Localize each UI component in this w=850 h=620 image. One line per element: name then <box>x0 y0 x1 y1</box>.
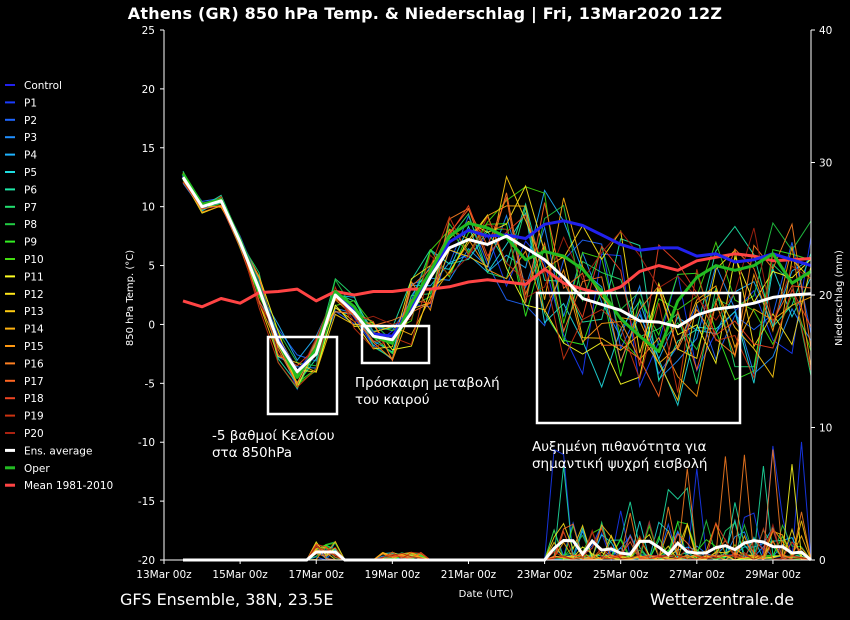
page-title: Athens (GR) 850 hPa Temp. & Niederschlag… <box>127 4 723 23</box>
legend-entry: P6 <box>24 184 37 196</box>
legend-entry: Mean 1981-2010 <box>24 480 113 492</box>
legend-entry: P10 <box>24 254 44 266</box>
tick-labels: 13Mar 00z 15Mar 00z 17Mar 00z 19Mar 00z 21Ma… <box>136 25 832 581</box>
main-series <box>181 172 812 379</box>
legend-entry: P1 <box>24 97 37 109</box>
legend-entry: P16 <box>24 358 44 370</box>
x-tick-label: 29Mar 00z <box>745 569 801 581</box>
legend-entry: P11 <box>24 271 44 283</box>
legend-entry: P4 <box>24 150 37 162</box>
x-tick-label: 13Mar 00z <box>136 569 192 581</box>
y-right-tick-label: 20 <box>819 290 832 302</box>
footer-source: Wetterzentrale.de <box>650 590 795 609</box>
y-tick-label: -20 <box>138 555 155 567</box>
legend-entry: P14 <box>24 324 44 336</box>
annotation-short-change-line2: του καιρού <box>355 392 430 408</box>
series-ens-average <box>181 176 812 374</box>
y-tick-label: 5 <box>148 261 155 273</box>
y-axis-title-left: 850 hPa Temp. (°C) <box>125 250 136 346</box>
x-tick-label: 25Mar 00z <box>593 569 649 581</box>
y-tick-label: -15 <box>138 496 155 508</box>
x-tick-label: 19Mar 00z <box>365 569 421 581</box>
legend-entry: P9 <box>24 237 37 249</box>
legend-entry: P20 <box>24 428 44 440</box>
annotation-short-change-line1: Πρόσκαιρη μεταβολή <box>355 375 500 391</box>
annotation-cold-outbreak-line1: Αυξημένη πιθανότητα για <box>532 439 707 455</box>
ensemble-members <box>182 170 812 407</box>
legend-entry: Oper <box>24 463 50 475</box>
member-precip-line <box>183 449 812 561</box>
legend-entry: P19 <box>24 411 44 423</box>
annotation-cold-minimum-line1: -5 βαθμοί Κελσίου <box>212 428 335 444</box>
legend-entry: P3 <box>24 132 37 144</box>
series-mean-1981-2010 <box>182 252 812 309</box>
x-tick-label: 15Mar 00z <box>212 569 268 581</box>
annotation-cold-outbreak-line2: σημαντική ψυχρή εισβολή <box>532 456 707 472</box>
y-tick-label: 20 <box>142 84 155 96</box>
y-tick-label: 15 <box>142 143 155 155</box>
series-oper <box>181 172 812 379</box>
legend-entry: P2 <box>24 115 37 127</box>
x-axis-title: Date (UTC) <box>459 589 514 600</box>
legend-entry: P18 <box>24 393 44 405</box>
member-line <box>182 174 812 364</box>
y-tick-label: 0 <box>148 319 155 331</box>
annotation-cold-minimum-line2: στα 850hPa <box>212 445 292 461</box>
annotation-box-cold-outbreak <box>535 291 742 425</box>
y-right-tick-label: 40 <box>819 25 832 37</box>
y-axis-title-right: Niederschlag (mm) <box>834 250 845 346</box>
legend: Control P1 P2 P3 P4 P5 P6 P7 P8 P9 P10 P11 P12 P13 P14… <box>5 80 113 492</box>
footer-model-info: GFS Ensemble, 38N, 23.5E <box>120 590 334 609</box>
x-tick-label: 21Mar 00z <box>441 569 497 581</box>
annotation-box-short-change <box>360 324 431 365</box>
x-tick-label: 17Mar 00z <box>289 569 345 581</box>
y-tick-label: -5 <box>145 378 155 390</box>
member-line <box>182 170 812 385</box>
y-tick-label: -10 <box>138 437 155 449</box>
legend-entry: P7 <box>24 202 37 214</box>
legend-entry: Ens. average <box>24 445 92 457</box>
legend-entry: Control <box>24 80 62 92</box>
legend-entry: P8 <box>24 219 37 231</box>
y-right-tick-label: 30 <box>819 158 832 170</box>
legend-entry: P13 <box>24 306 44 318</box>
legend-entry: P12 <box>24 289 44 301</box>
legend-entry: P5 <box>24 167 37 179</box>
legend-entry: P15 <box>24 341 44 353</box>
y-right-tick-label: 0 <box>819 555 826 567</box>
annotation-box-cold-minimum <box>266 335 339 416</box>
y-tick-label: 25 <box>142 25 155 37</box>
x-tick-label: 23Mar 00z <box>517 569 573 581</box>
y-tick-label: 10 <box>142 202 155 214</box>
legend-entry: P17 <box>24 376 44 388</box>
x-tick-label: 27Mar 00z <box>669 569 725 581</box>
y-right-tick-label: 10 <box>819 423 832 435</box>
